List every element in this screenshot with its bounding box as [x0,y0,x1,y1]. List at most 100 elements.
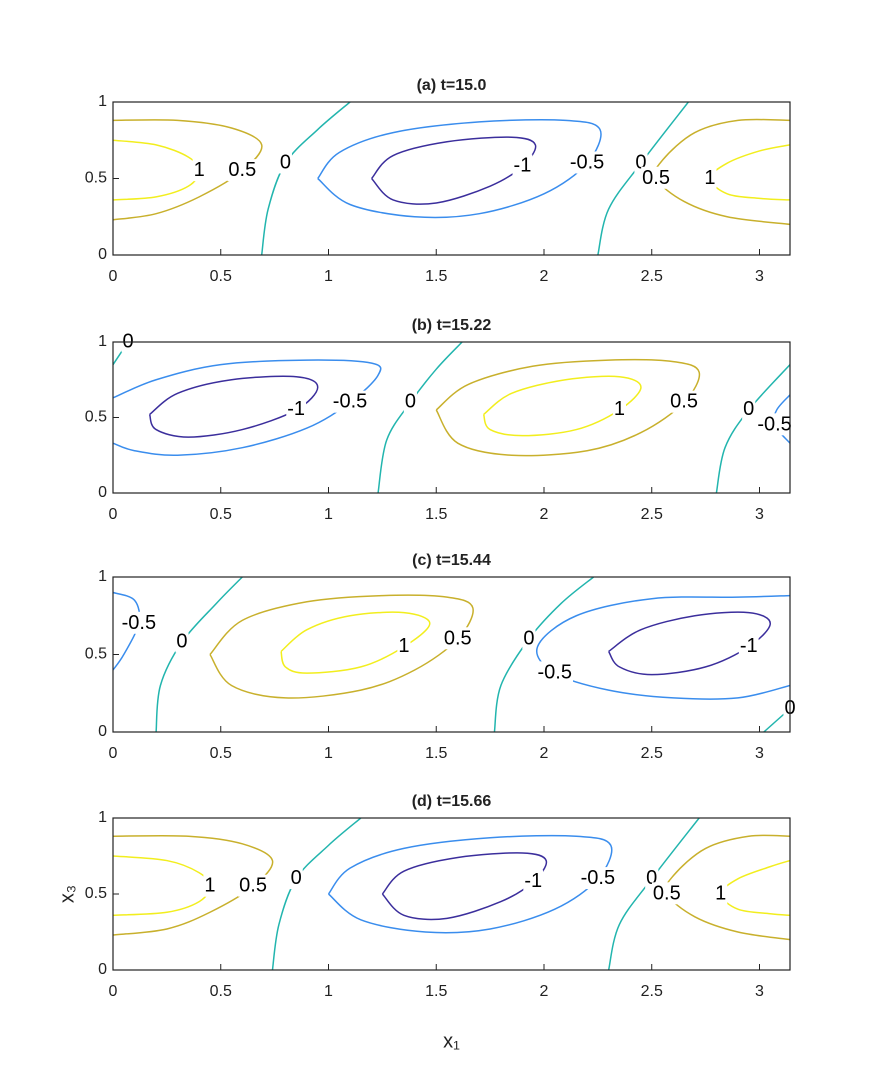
y-tick-label: 1 [98,333,107,350]
y-tick-label: 0 [98,246,107,263]
contour-label: 1 [204,875,215,897]
contour-line [113,139,200,201]
contour-label-bg [738,635,759,658]
contour-label-bg [238,874,268,897]
contour-label-bg [568,151,606,174]
x-tick-label: 3 [755,506,764,523]
contour-label: -0.5 [122,612,156,634]
contour-line [709,144,790,201]
contour-line [113,119,263,221]
panel-title: (c) t=15.44 [412,552,491,569]
contour-label-bg [756,413,793,436]
contour-label: -1 [514,155,532,177]
contour-label-bg [289,867,303,890]
contour-label: -1 [740,635,758,657]
contour-label: -0.5 [757,413,791,435]
x-tick-label: 3 [755,268,764,285]
contour-label: -1 [287,398,305,420]
x-tick-label: 2 [540,983,549,1000]
contour-label-bg [651,882,682,905]
contour-label: 1 [398,635,409,657]
contour-line [113,834,274,936]
contour-label-bg [192,159,206,182]
contour-line [435,358,701,457]
contour-label-bg [121,330,135,353]
contour-label-bg [669,390,699,413]
contour-lines [113,342,790,493]
contour-label: 0 [123,330,134,352]
x-tick-label: 0 [109,983,118,1000]
contour-line [653,118,790,226]
contour-label-bg [120,611,158,634]
contour-label: 0 [743,398,754,420]
x-tick-label: 1 [324,506,333,523]
contour-label: 0 [280,151,291,173]
contour-label: -0.5 [570,151,604,173]
contour-label-bg [523,870,544,893]
contour-label: 0 [405,391,416,413]
contour-label: 0 [523,627,534,649]
panel: (d) t=15.661 0.5 0 -0.5-1 00.5 10 0.5 1 1.5 2 2.5 3… [56,793,791,1052]
x-tick-label: 2 [540,745,549,762]
x-tick-label: 1 [324,268,333,285]
contour-line [715,364,790,493]
y-tick-label: 0.5 [85,409,107,426]
contour-label: -0.5 [581,867,615,889]
x-tick-label: 0.5 [210,745,232,762]
contour-label: -0.5 [333,391,367,413]
contour-label: 0 [635,151,646,173]
contour-line [280,611,431,674]
contour-line [317,118,602,219]
panel: (a) t=15.01 0.5 0 -0.5-1 00.5 10 0.5 1 1.5 2 2.5 30… [85,77,791,285]
contour-line [113,359,382,457]
contour-line [719,859,790,917]
contour-label-bg [536,661,573,684]
panel-title: (d) t=15.66 [412,793,492,810]
x-tick-label: 0 [109,506,118,523]
x-tick-label: 2.5 [641,745,663,762]
contour-line [381,852,548,921]
y-tick-label: 0.5 [85,885,107,902]
x-axis-label: x₁ [443,1030,460,1052]
contour-label-bg [286,398,307,421]
contour-lines [113,102,790,255]
x-tick-label: 0.5 [210,983,232,1000]
contour-label: 0.5 [653,882,681,904]
contour-line [493,577,595,732]
y-axis-label: x₃ [56,885,78,903]
contour-label: 0.5 [642,167,670,189]
contour-label-bg [742,398,756,421]
y-tick-label: 0.5 [85,170,107,187]
contour-label-bg [331,390,369,413]
contour-label-bg [612,398,626,421]
contour-line [482,375,642,437]
x-tick-label: 3 [755,983,764,1000]
contour-label-bg [175,630,189,653]
x-tick-label: 3 [755,745,764,762]
panel-title: (b) t=15.22 [412,317,492,334]
contour-label: 1 [704,167,715,189]
x-tick-label: 2 [540,268,549,285]
contour-line [148,375,319,438]
contour-line [271,818,362,970]
contour-label: 1 [614,398,625,420]
panel: (c) t=15.44-0.50 0.51 0-0.5-100 0.5 1 1.5 2 2.5… [85,552,797,762]
contour-label: 0.5 [228,159,256,181]
contour-label: 0.5 [670,391,698,413]
x-tick-label: 0 [109,268,118,285]
y-tick-label: 1 [98,93,107,110]
contour-label-bg [641,166,671,189]
contour-line [327,834,613,934]
contour-label-bg [522,627,536,650]
contour-label-bg [397,635,411,658]
contour-label: 0.5 [444,627,472,649]
x-tick-label: 0 [109,745,118,762]
contour-line [536,594,790,700]
x-tick-label: 1 [324,745,333,762]
contour-line [155,577,243,732]
contour-label-bg [403,390,417,413]
contour-label-bg [714,882,728,905]
x-tick-label: 1.5 [425,983,447,1000]
contour-label: 0 [646,867,657,889]
